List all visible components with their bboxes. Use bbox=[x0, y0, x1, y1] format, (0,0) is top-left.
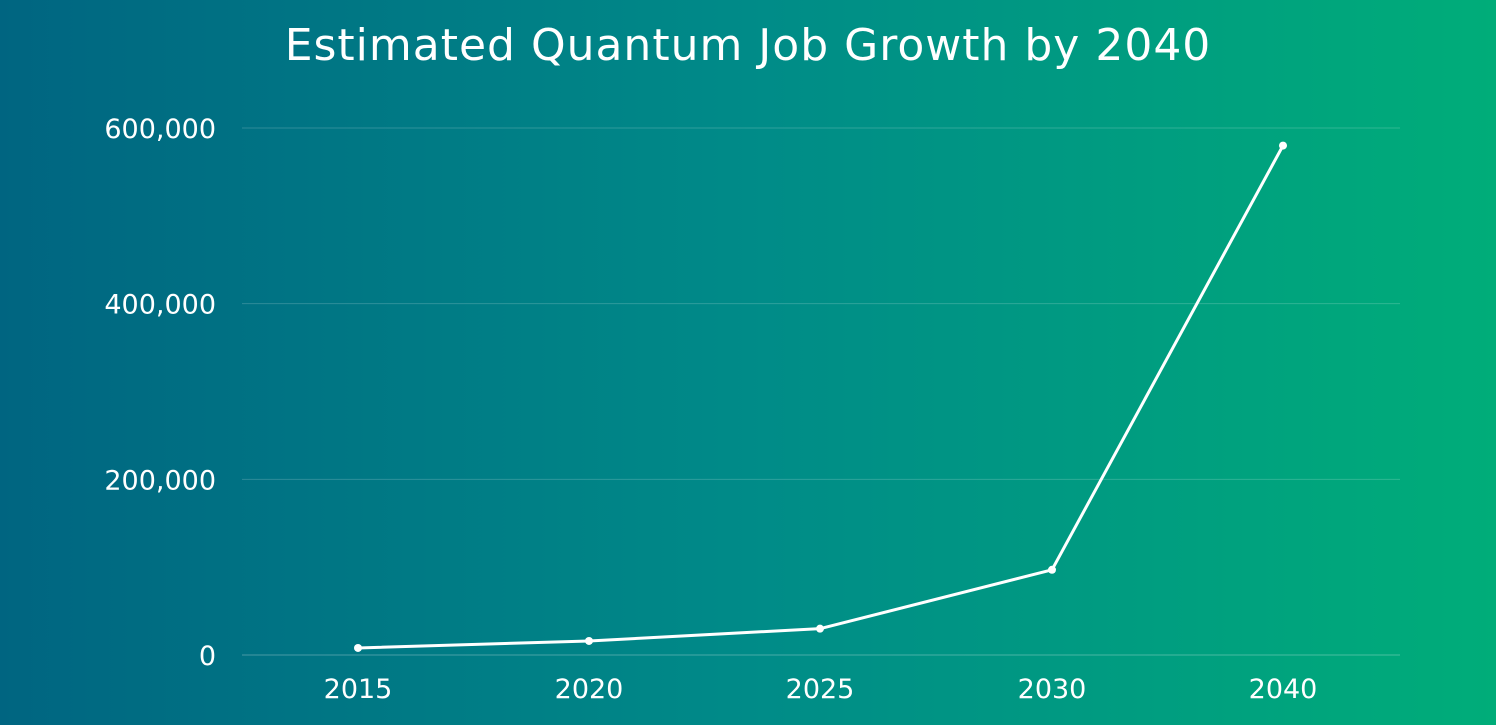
data-points bbox=[354, 141, 1287, 652]
data-point-2015 bbox=[354, 643, 362, 652]
x-tick-label-2030: 2030 bbox=[1018, 674, 1087, 705]
y-tick-label-1: 200,000 bbox=[104, 465, 216, 496]
data-point-2025 bbox=[816, 624, 824, 633]
y-tick-label-0: 0 bbox=[199, 641, 216, 672]
data-point-2030 bbox=[1048, 565, 1056, 574]
x-tick-label-2040: 2040 bbox=[1249, 674, 1318, 705]
y-tick-label-3: 600,000 bbox=[104, 114, 216, 145]
data-point-2040 bbox=[1279, 141, 1287, 150]
series-line-quantum-jobs bbox=[356, 144, 1285, 650]
y-axis-labels: 0 200,000 400,000 600,000 bbox=[104, 114, 216, 672]
x-axis-labels: 2015 2020 2025 2030 2040 bbox=[324, 674, 1318, 705]
grid-lines bbox=[242, 127, 1400, 656]
x-tick-label-2020: 2020 bbox=[555, 674, 624, 705]
chart-title: Estimated Quantum Job Growth by 2040 bbox=[284, 20, 1212, 71]
y-tick-label-2: 400,000 bbox=[104, 290, 216, 321]
x-tick-label-2015: 2015 bbox=[324, 674, 393, 705]
data-point-2020 bbox=[585, 636, 593, 645]
x-tick-label-2025: 2025 bbox=[786, 674, 855, 705]
